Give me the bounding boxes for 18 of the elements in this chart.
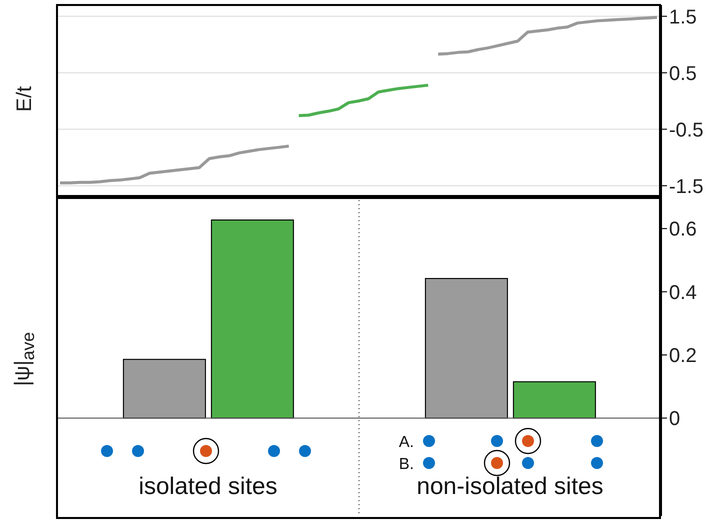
- x-tick-label: isolated sites: [138, 473, 278, 500]
- bar: [424, 278, 508, 419]
- line-series: [297, 84, 430, 118]
- y-tick-label: 0.2: [669, 345, 697, 368]
- y-tick-label: 0.5: [669, 62, 697, 85]
- y-tick-label: 0: [669, 408, 680, 430]
- y-tick-label: 0.6: [669, 218, 697, 241]
- bar: [210, 220, 294, 419]
- x-tick-label: non-isolated sites: [416, 473, 604, 500]
- y-axis-title: E/t: [13, 86, 37, 112]
- bar: [122, 358, 206, 419]
- y-tick-label: -1.5: [669, 176, 704, 198]
- bar: [512, 381, 596, 419]
- annotation: B.: [398, 456, 414, 473]
- y-tick-label: 0.4: [669, 282, 697, 304]
- y-tick-label: -0.5: [669, 119, 704, 142]
- annotation: A.: [398, 434, 414, 451]
- y-tick-label: 1.5: [669, 6, 697, 28]
